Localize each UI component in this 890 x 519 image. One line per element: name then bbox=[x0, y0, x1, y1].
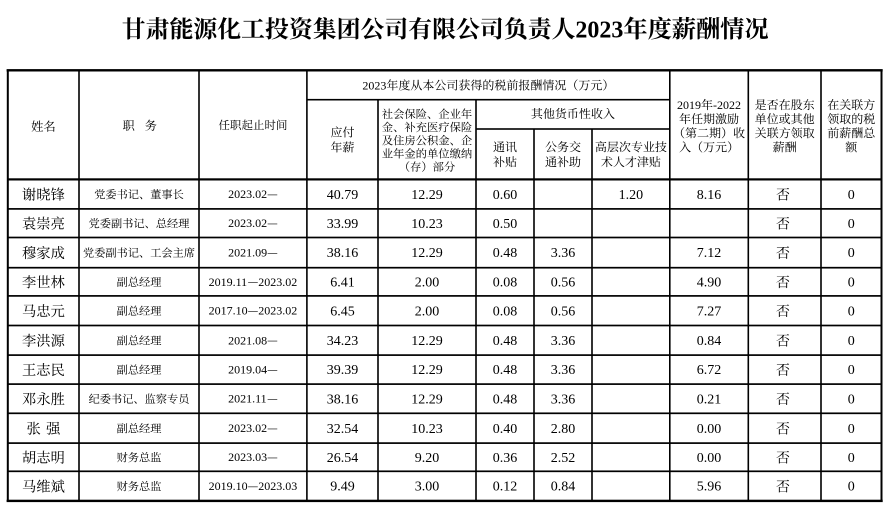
svg-text:32.54: 32.54 bbox=[327, 422, 359, 437]
svg-text:2023.03: 2023.03 bbox=[228, 450, 267, 464]
svg-text:0.50: 0.50 bbox=[493, 217, 518, 232]
svg-text:0: 0 bbox=[848, 451, 855, 466]
svg-text:2019: 2019 bbox=[677, 98, 701, 112]
svg-text:0.48: 0.48 bbox=[493, 392, 518, 407]
svg-text:0.00: 0.00 bbox=[697, 451, 722, 466]
svg-text:0.48: 0.48 bbox=[493, 334, 518, 349]
svg-text:0.36: 0.36 bbox=[493, 451, 518, 466]
svg-text:2023.02: 2023.02 bbox=[228, 421, 267, 435]
svg-text:2021.11: 2021.11 bbox=[228, 392, 267, 406]
svg-text:6.72: 6.72 bbox=[697, 363, 722, 378]
svg-text:0.56: 0.56 bbox=[551, 304, 576, 319]
svg-text:0.56: 0.56 bbox=[551, 275, 576, 290]
svg-text:8.16: 8.16 bbox=[697, 188, 722, 203]
svg-text:-2022: -2022 bbox=[713, 98, 741, 112]
svg-text:2.80: 2.80 bbox=[551, 422, 576, 437]
svg-text:12.29: 12.29 bbox=[411, 188, 443, 203]
svg-text:2023.03: 2023.03 bbox=[258, 479, 297, 493]
svg-text:40.79: 40.79 bbox=[327, 188, 359, 203]
svg-text:0: 0 bbox=[848, 480, 855, 495]
svg-text:12.29: 12.29 bbox=[411, 363, 443, 378]
svg-text:2023: 2023 bbox=[575, 17, 623, 43]
svg-text:2.00: 2.00 bbox=[415, 275, 440, 290]
svg-text:9.49: 9.49 bbox=[330, 480, 355, 495]
svg-text:2023: 2023 bbox=[362, 79, 386, 93]
svg-text:0: 0 bbox=[848, 304, 855, 319]
svg-text:2.00: 2.00 bbox=[415, 304, 440, 319]
svg-text:0.48: 0.48 bbox=[493, 246, 518, 261]
svg-text:6.45: 6.45 bbox=[330, 304, 355, 319]
svg-text:4.90: 4.90 bbox=[697, 275, 722, 290]
svg-text:0.84: 0.84 bbox=[697, 334, 722, 349]
svg-text:7.12: 7.12 bbox=[697, 246, 722, 261]
svg-text:2023.02: 2023.02 bbox=[228, 216, 267, 230]
svg-text:0.12: 0.12 bbox=[493, 480, 518, 495]
svg-text:2021.09: 2021.09 bbox=[228, 246, 267, 260]
svg-text:0: 0 bbox=[848, 334, 855, 349]
svg-text:3.36: 3.36 bbox=[551, 363, 576, 378]
svg-text:2019.11: 2019.11 bbox=[209, 275, 248, 289]
svg-text:0.84: 0.84 bbox=[551, 480, 576, 495]
svg-text:2019.04: 2019.04 bbox=[228, 363, 267, 377]
svg-text:6.41: 6.41 bbox=[330, 275, 355, 290]
svg-text:3.36: 3.36 bbox=[551, 246, 576, 261]
svg-text:2.52: 2.52 bbox=[551, 451, 576, 466]
svg-text:0: 0 bbox=[848, 275, 855, 290]
svg-text:7.27: 7.27 bbox=[697, 304, 722, 319]
svg-text:26.54: 26.54 bbox=[327, 451, 359, 466]
svg-text:39.39: 39.39 bbox=[327, 363, 359, 378]
svg-text:2019.10: 2019.10 bbox=[209, 479, 248, 493]
svg-text:33.99: 33.99 bbox=[327, 217, 359, 232]
svg-text:3.36: 3.36 bbox=[551, 392, 576, 407]
svg-text:12.29: 12.29 bbox=[411, 246, 443, 261]
svg-text:0: 0 bbox=[848, 217, 855, 232]
svg-text:0: 0 bbox=[848, 422, 855, 437]
svg-text:9.20: 9.20 bbox=[415, 451, 440, 466]
svg-text:0: 0 bbox=[848, 363, 855, 378]
svg-text:38.16: 38.16 bbox=[327, 392, 359, 407]
svg-text:10.23: 10.23 bbox=[411, 422, 443, 437]
svg-text:0.00: 0.00 bbox=[697, 422, 722, 437]
svg-text:0.48: 0.48 bbox=[493, 363, 518, 378]
svg-text:2021.08: 2021.08 bbox=[228, 333, 267, 347]
svg-text:3.00: 3.00 bbox=[415, 480, 440, 495]
svg-text:2023.02: 2023.02 bbox=[258, 304, 297, 318]
svg-text:5.96: 5.96 bbox=[697, 480, 722, 495]
svg-text:1.20: 1.20 bbox=[619, 188, 644, 203]
svg-text:38.16: 38.16 bbox=[327, 246, 359, 261]
svg-text:2023.02: 2023.02 bbox=[258, 275, 297, 289]
svg-text:0: 0 bbox=[848, 246, 855, 261]
svg-text:0.08: 0.08 bbox=[493, 275, 518, 290]
svg-text:2017.10: 2017.10 bbox=[209, 304, 248, 318]
svg-text:2023.02: 2023.02 bbox=[228, 187, 267, 201]
svg-text:0: 0 bbox=[848, 188, 855, 203]
svg-text:10.23: 10.23 bbox=[411, 217, 443, 232]
svg-text:0.60: 0.60 bbox=[493, 188, 518, 203]
svg-text:0: 0 bbox=[848, 392, 855, 407]
svg-text:12.29: 12.29 bbox=[411, 392, 443, 407]
svg-text:0.08: 0.08 bbox=[493, 304, 518, 319]
svg-text:12.29: 12.29 bbox=[411, 334, 443, 349]
svg-text:0.21: 0.21 bbox=[697, 392, 722, 407]
svg-text:34.23: 34.23 bbox=[327, 334, 359, 349]
svg-text:3.36: 3.36 bbox=[551, 334, 576, 349]
svg-text:0.40: 0.40 bbox=[493, 422, 518, 437]
